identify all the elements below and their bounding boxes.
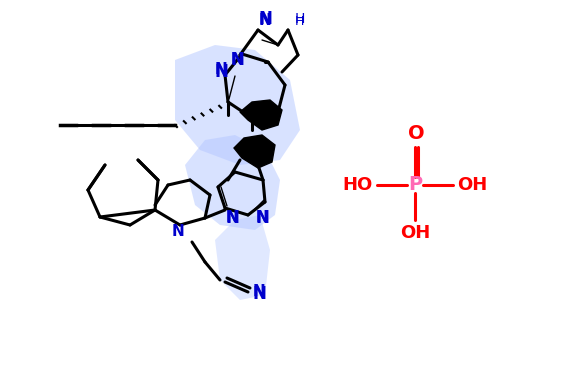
Text: H: H (295, 15, 304, 28)
Text: N: N (259, 13, 271, 28)
Text: N: N (230, 51, 244, 69)
Text: N: N (172, 225, 184, 239)
Text: OH: OH (400, 224, 430, 242)
Polygon shape (234, 135, 275, 168)
Polygon shape (240, 100, 282, 130)
Text: N: N (258, 10, 272, 28)
Polygon shape (215, 215, 270, 300)
Text: N: N (256, 209, 268, 225)
Text: O: O (408, 124, 425, 143)
Text: N: N (225, 209, 239, 227)
Text: N: N (230, 52, 244, 68)
Text: P: P (408, 176, 422, 195)
Polygon shape (175, 45, 300, 165)
Text: H: H (295, 12, 305, 26)
Text: HO: HO (343, 176, 373, 194)
Text: N: N (226, 209, 238, 225)
Text: N: N (214, 63, 228, 81)
Text: N: N (215, 62, 228, 78)
Polygon shape (185, 135, 280, 230)
Text: N: N (253, 285, 266, 299)
Text: N: N (255, 209, 269, 227)
Text: N: N (253, 285, 267, 303)
Text: OH: OH (457, 176, 487, 194)
